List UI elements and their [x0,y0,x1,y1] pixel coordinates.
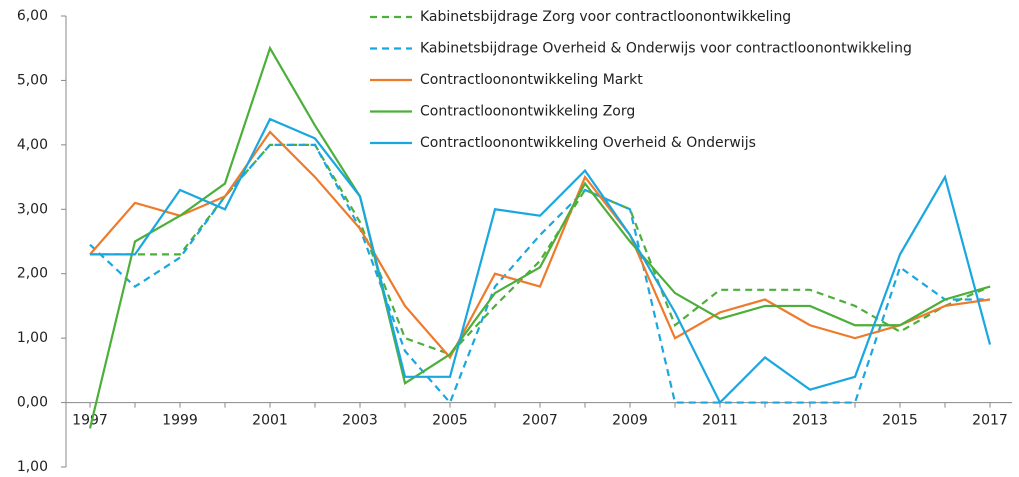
series-line [90,117,992,405]
x-tick-label: 2007 [522,413,558,429]
series-line [89,130,991,360]
y-tick-label: 2,00 [17,266,48,282]
x-tick-label: 2003 [342,413,378,429]
y-tick-label: 1,00 [17,330,48,346]
y-tick-label: 3,00 [17,201,48,217]
series-line [90,143,991,356]
x-tick-label: 1997 [72,413,108,429]
legend-label: Contractloonontwikkeling Overheid & Onde… [420,135,756,151]
legend-label: Contractloonontwikkeling Markt [420,72,643,88]
series-line [88,45,991,429]
x-tick-label: 2009 [612,413,648,429]
legend-label: Kabinetsbijdrage Overheid & Onderwijs vo… [420,41,912,57]
x-tick-label: 2005 [432,413,468,429]
y-tick-label: 4,00 [17,137,48,153]
legend-label: Contractloonontwikkeling Zorg [420,104,635,120]
y-tick-label: 5,00 [17,72,48,88]
x-tick-label: 2011 [702,413,738,429]
x-tick-label: 2017 [972,413,1008,429]
x-tick-label: 2001 [252,413,288,429]
y-tick-label: 1,00 [17,459,48,475]
x-tick-label: 2015 [882,413,918,429]
x-tick-label: 1999 [162,413,198,429]
legend-label: Kabinetsbijdrage Zorg voor contractloono… [420,9,791,25]
y-tick-label: 6,00 [17,8,48,24]
x-tick-label: 2013 [792,413,828,429]
y-tick-label: 0,00 [17,395,48,411]
